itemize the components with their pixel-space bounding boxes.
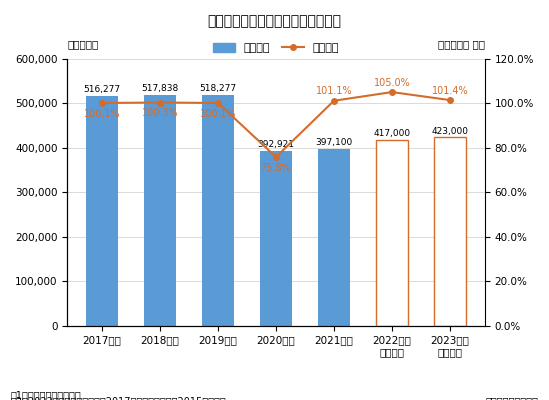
Bar [144,95,176,326]
Bar [86,96,118,326]
Text: 517,838: 517,838 [142,84,179,94]
Text: 100.1%: 100.1% [84,108,120,118]
Text: 101.4%: 101.4% [432,86,468,96]
Text: 矢野経済研究所調べ: 矢野経済研究所調べ [485,396,538,400]
Bar [434,138,466,326]
Text: 423,000: 423,000 [432,127,468,136]
Text: 注2．2022年度以降は予測値。2017年度の前年度比は2015年度比。: 注2．2022年度以降は予測値。2017年度の前年度比は2015年度比。 [11,396,227,400]
Text: 105.0%: 105.0% [373,78,410,88]
Text: 注1．事業者売上高ベース: 注1．事業者売上高ベース [11,390,82,400]
Text: リネンサプライ市場規模推移・予測: リネンサプライ市場規模推移・予測 [208,14,341,28]
Legend: 市場規模, 前年度比: 市場規模, 前年度比 [209,39,344,58]
Text: 101.1%: 101.1% [316,86,352,96]
Text: 417,000: 417,000 [373,129,411,138]
Bar [260,151,292,326]
Text: 100.1%: 100.1% [200,108,237,118]
Text: 100.3%: 100.3% [142,108,178,118]
Bar [202,95,234,326]
Text: 75.8%: 75.8% [261,163,292,173]
Text: （前年度比 ％）: （前年度比 ％） [438,39,485,49]
Text: 397,100: 397,100 [315,138,352,147]
Text: 516,277: 516,277 [83,85,121,94]
Text: （百万円）: （百万円） [67,39,98,49]
Text: 518,277: 518,277 [199,84,237,93]
Bar [376,140,408,326]
Text: 392,921: 392,921 [257,140,294,149]
Bar [318,149,350,326]
